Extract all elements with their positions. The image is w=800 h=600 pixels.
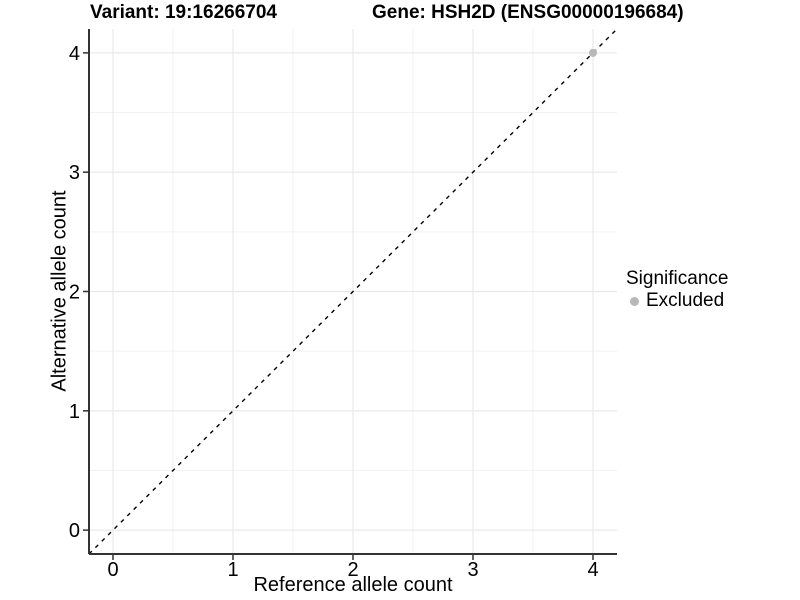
legend-title: Significance xyxy=(626,268,729,289)
legend: Significance Excluded xyxy=(626,268,796,312)
data-point-excluded xyxy=(589,48,597,57)
excluded-marker-icon xyxy=(630,296,639,306)
y-tick-label: 1 xyxy=(69,401,80,423)
legend-item-label: Excluded xyxy=(646,289,725,311)
identity-dashed-line xyxy=(88,28,618,555)
y-tick-label: 4 xyxy=(69,43,80,65)
y-tick-label: 0 xyxy=(69,520,80,542)
x-axis-title: Reference allele count xyxy=(253,574,453,596)
y-axis-title: Alternative allele count xyxy=(48,190,71,392)
variant-title: Variant: 19:16266704 xyxy=(90,2,277,23)
legend-item-excluded: Excluded xyxy=(626,289,796,312)
y-tick-label: 3 xyxy=(69,162,80,184)
gene-title: Gene: HSH2D (ENSG00000196684) xyxy=(372,2,684,23)
